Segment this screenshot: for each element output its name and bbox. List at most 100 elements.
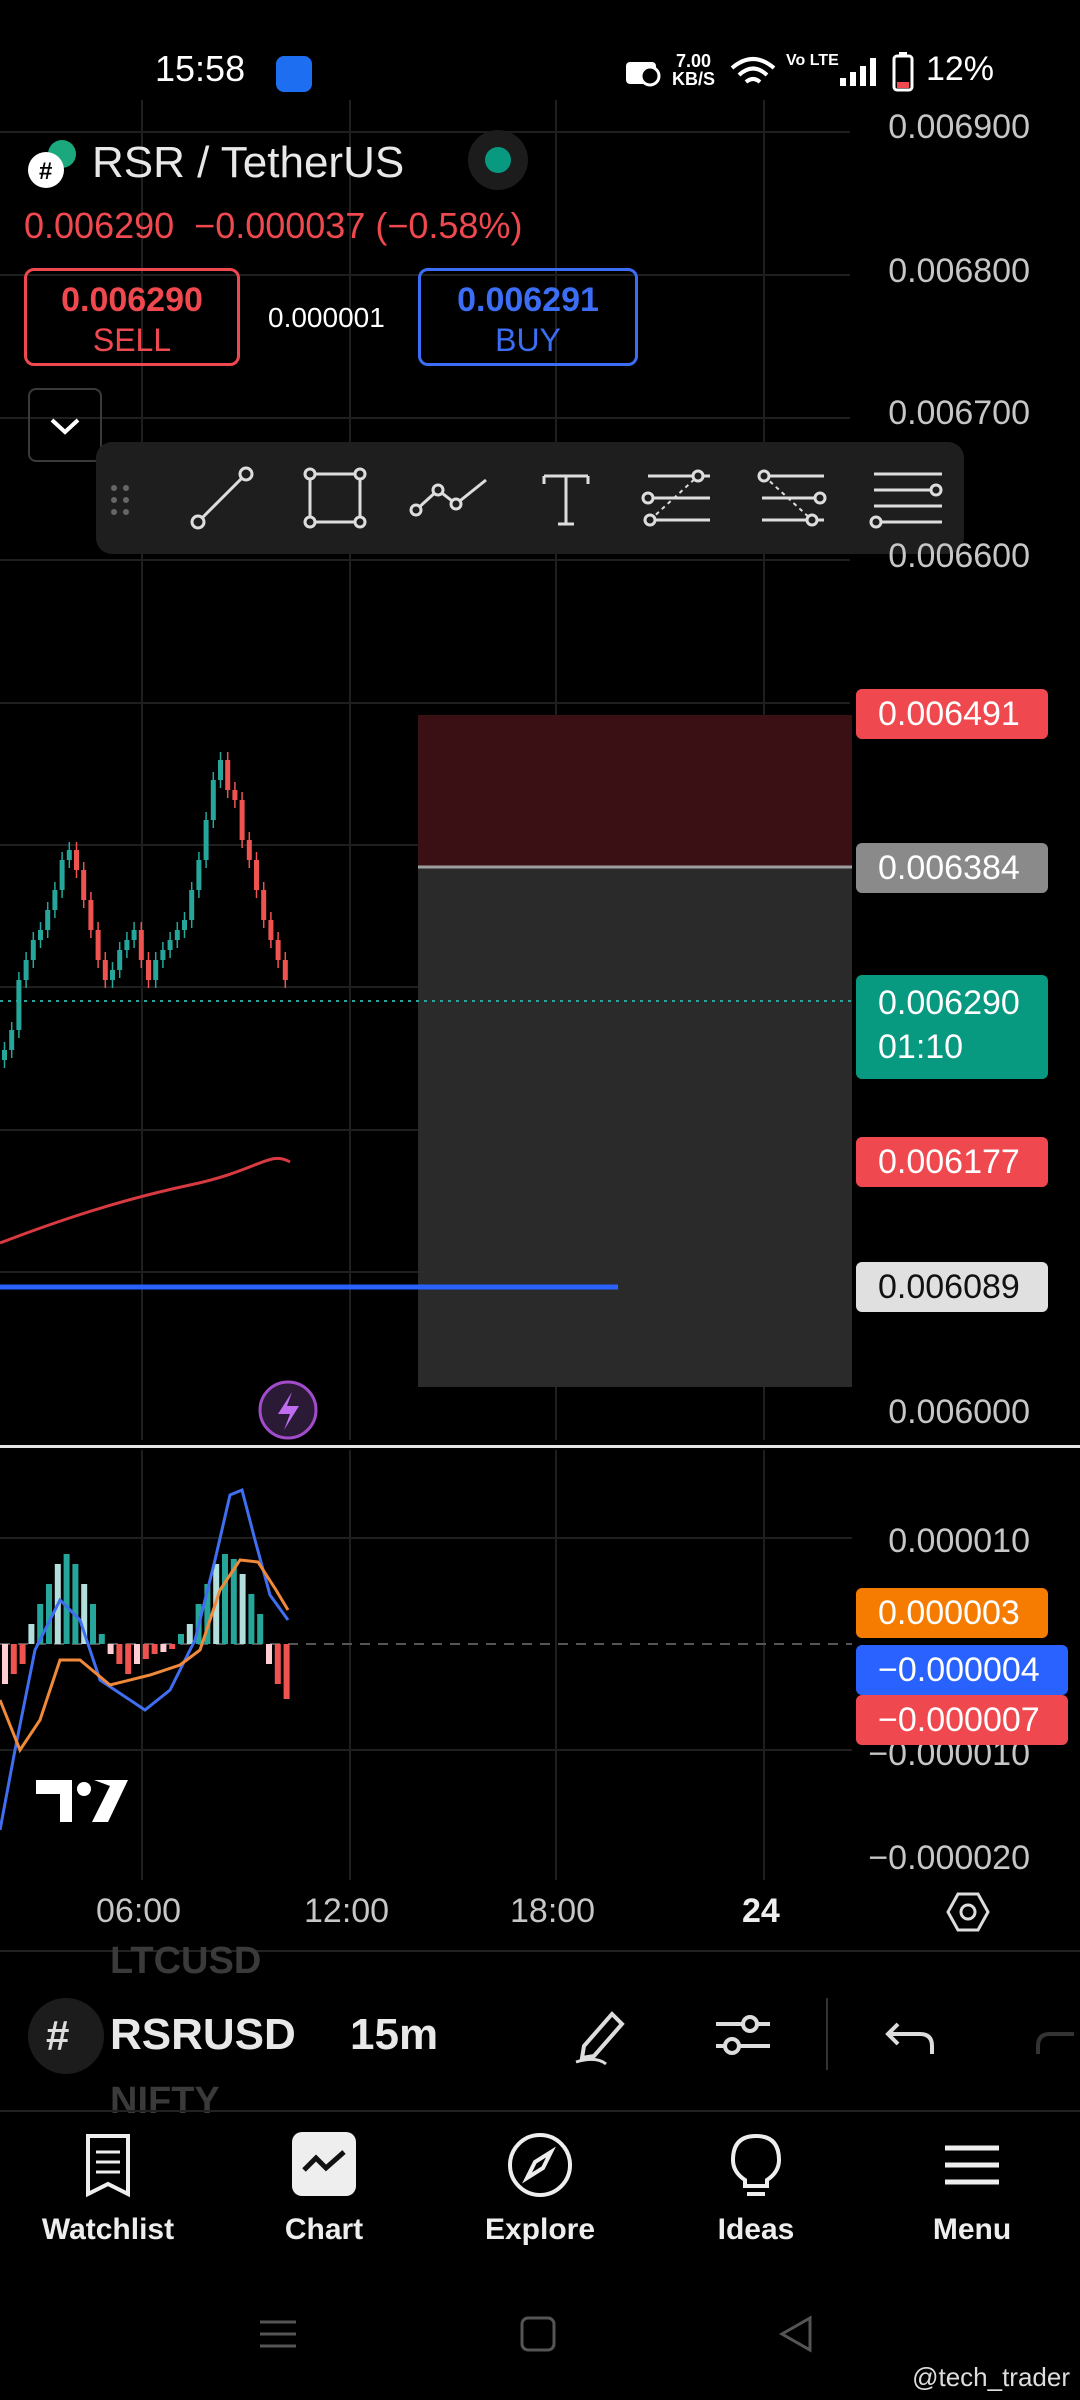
candle <box>9 1030 15 1050</box>
nav-chart[interactable]: Chart <box>234 2130 414 2247</box>
battery-percent: 12% <box>925 50 994 88</box>
signal-value-tag: 0.000003 <box>856 1588 1048 1638</box>
drawing-tools-button[interactable] <box>566 1998 636 2068</box>
histogram-bar <box>19 1644 26 1664</box>
sell-price: 0.006290 <box>61 281 203 319</box>
ma-price-tag: 0.006177 <box>856 1137 1048 1187</box>
nav-ideas[interactable]: Ideas <box>666 2130 846 2247</box>
redo-button[interactable] <box>1030 2002 1080 2068</box>
nav-menu[interactable]: Menu <box>882 2130 1062 2247</box>
drag-handle-icon[interactable] <box>100 462 140 534</box>
histogram-bar <box>274 1644 281 1684</box>
candle <box>30 940 36 960</box>
wifi-icon <box>730 57 776 84</box>
signal-icon <box>840 58 876 86</box>
buy-price: 0.006291 <box>457 281 599 319</box>
net-speed-value: 7.00 <box>675 51 712 71</box>
rectangle-icon[interactable] <box>296 462 372 534</box>
text-icon[interactable] <box>528 462 604 534</box>
indicators-button[interactable] <box>708 2000 778 2070</box>
histogram-bar <box>116 1644 123 1664</box>
price-chart[interactable] <box>0 100 1080 1440</box>
symbol-title[interactable]: RSR / TetherUS <box>92 138 405 187</box>
candle <box>160 950 166 960</box>
histogram-bar <box>81 1584 88 1644</box>
undo-button[interactable] <box>880 2002 946 2068</box>
candle <box>174 930 180 940</box>
histogram-bar <box>186 1624 193 1644</box>
histogram-bar <box>28 1624 35 1644</box>
recent-apps-icon[interactable] <box>256 2312 300 2356</box>
nav-watchlist[interactable]: Watchlist <box>18 2130 198 2247</box>
macd-pane[interactable] <box>0 1450 852 1880</box>
back-icon[interactable] <box>774 2312 818 2356</box>
histogram-bar <box>107 1644 114 1654</box>
pane-separator[interactable] <box>0 1445 1080 1448</box>
histogram-bar <box>248 1594 255 1644</box>
redo-icon <box>1036 2032 1074 2054</box>
parallel-channel-icon[interactable] <box>866 462 943 534</box>
svg-text:#: # <box>39 158 52 185</box>
interval-selector[interactable]: 15m <box>350 2010 439 2059</box>
watchlist-icon <box>86 2134 130 2198</box>
compass-icon <box>508 2133 572 2197</box>
candle <box>153 960 159 980</box>
candle <box>74 850 79 870</box>
candle <box>167 940 173 950</box>
histogram-bar <box>239 1574 246 1644</box>
candle <box>254 860 259 890</box>
last-price-tag: 0.006290 01:10 <box>856 975 1048 1079</box>
entry-price-tag: 0.006384 <box>856 843 1048 893</box>
collapse-button[interactable] <box>28 388 102 462</box>
fib-extension-icon[interactable] <box>750 462 827 534</box>
menu-icon <box>945 2145 999 2185</box>
price-axis-label: 0.006900 <box>888 108 1030 146</box>
price-change: −0.000037 (−0.58%) <box>194 205 523 246</box>
candle <box>218 760 223 780</box>
histogram-bar <box>266 1644 272 1664</box>
tradingview-logo <box>36 1780 128 1822</box>
symbol-logo-icon: # <box>26 136 80 190</box>
status-time: 15:58 <box>155 48 246 89</box>
time-axis-label: 06:00 <box>96 1892 182 1930</box>
stop-loss-zone <box>418 715 852 867</box>
path-icon[interactable] <box>408 462 487 534</box>
nav-explore[interactable]: Explore <box>450 2130 630 2247</box>
histogram-bar <box>151 1644 158 1654</box>
signal-line <box>0 1558 290 1754</box>
histogram-bar <box>10 1644 17 1674</box>
candle <box>210 780 216 820</box>
fib-retracement-icon[interactable] <box>636 462 712 534</box>
nav-watchlist-label: Watchlist <box>41 2213 175 2246</box>
candle <box>81 870 87 900</box>
histogram-bar <box>2 1644 8 1684</box>
candle <box>246 840 252 860</box>
buy-button[interactable]: 0.006291 BUY <box>418 268 638 366</box>
next-symbol[interactable]: NIFTY <box>110 2080 220 2122</box>
alarm-icon <box>626 62 661 87</box>
home-icon[interactable] <box>516 2312 560 2356</box>
symbol-hash-icon: # <box>28 1998 104 2074</box>
sell-label: SELL <box>92 322 172 358</box>
macd-axis-label: −0.000020 <box>868 1839 1030 1877</box>
trend-line-icon[interactable] <box>184 462 260 534</box>
candle <box>2 1050 7 1060</box>
candle <box>88 900 94 930</box>
histogram-bar <box>37 1604 44 1644</box>
price-axis-label: 0.006000 <box>888 1393 1030 1431</box>
histogram-value-tag: −0.000007 <box>856 1695 1068 1745</box>
time-axis-label: 18:00 <box>510 1892 596 1930</box>
settings-icon[interactable] <box>944 1888 992 1936</box>
undo-icon <box>885 2022 934 2054</box>
price-axis-label: 0.006700 <box>888 394 1030 432</box>
symbol-selector[interactable]: RSRUSDT <box>110 2010 294 2059</box>
volte-indicator: Vo LTE <box>786 52 839 69</box>
buy-label: BUY <box>495 322 561 358</box>
candle <box>95 930 101 960</box>
candle <box>124 940 130 950</box>
lightbulb-icon <box>730 2133 782 2196</box>
sell-button[interactable]: 0.006290 SELL <box>24 268 240 366</box>
time-axis-label: 24 <box>742 1892 780 1930</box>
prev-symbol[interactable]: LTCUSD <box>110 1940 262 1982</box>
macd-axis-label: 0.000010 <box>888 1522 1030 1560</box>
